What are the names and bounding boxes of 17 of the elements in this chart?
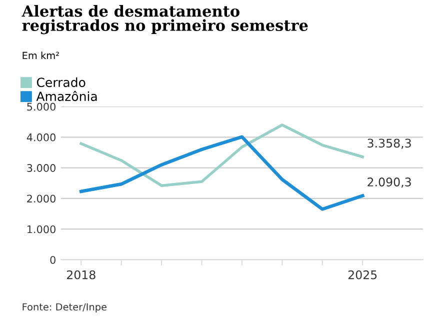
y-tick-label: 1.000 <box>28 225 56 234</box>
line-series <box>80 124 364 187</box>
source-note: Fonte: Deter/Inpe <box>22 303 107 312</box>
x-tick-label: 2025 <box>348 270 377 280</box>
chart-subtitle: Em km² <box>22 52 59 59</box>
y-tick-label: 0 <box>50 256 56 264</box>
data-label: 3.358,3 <box>368 138 411 149</box>
legend-label: Cerrado <box>36 77 86 88</box>
y-tick-label: 5.000 <box>27 102 56 111</box>
y-tick-label: 2.000 <box>27 194 56 203</box>
chart-title: Alertas de desmatamento registrados no primeiro semestre <box>22 4 308 34</box>
data-label: 2.090,3 <box>368 178 411 188</box>
y-tick-label: 4.000 <box>26 133 56 142</box>
line-series <box>79 135 364 211</box>
y-tick-label: 3.000 <box>27 164 56 172</box>
x-tick-label: 2018 <box>66 270 96 280</box>
legend-label: Amazônia <box>36 90 97 102</box>
